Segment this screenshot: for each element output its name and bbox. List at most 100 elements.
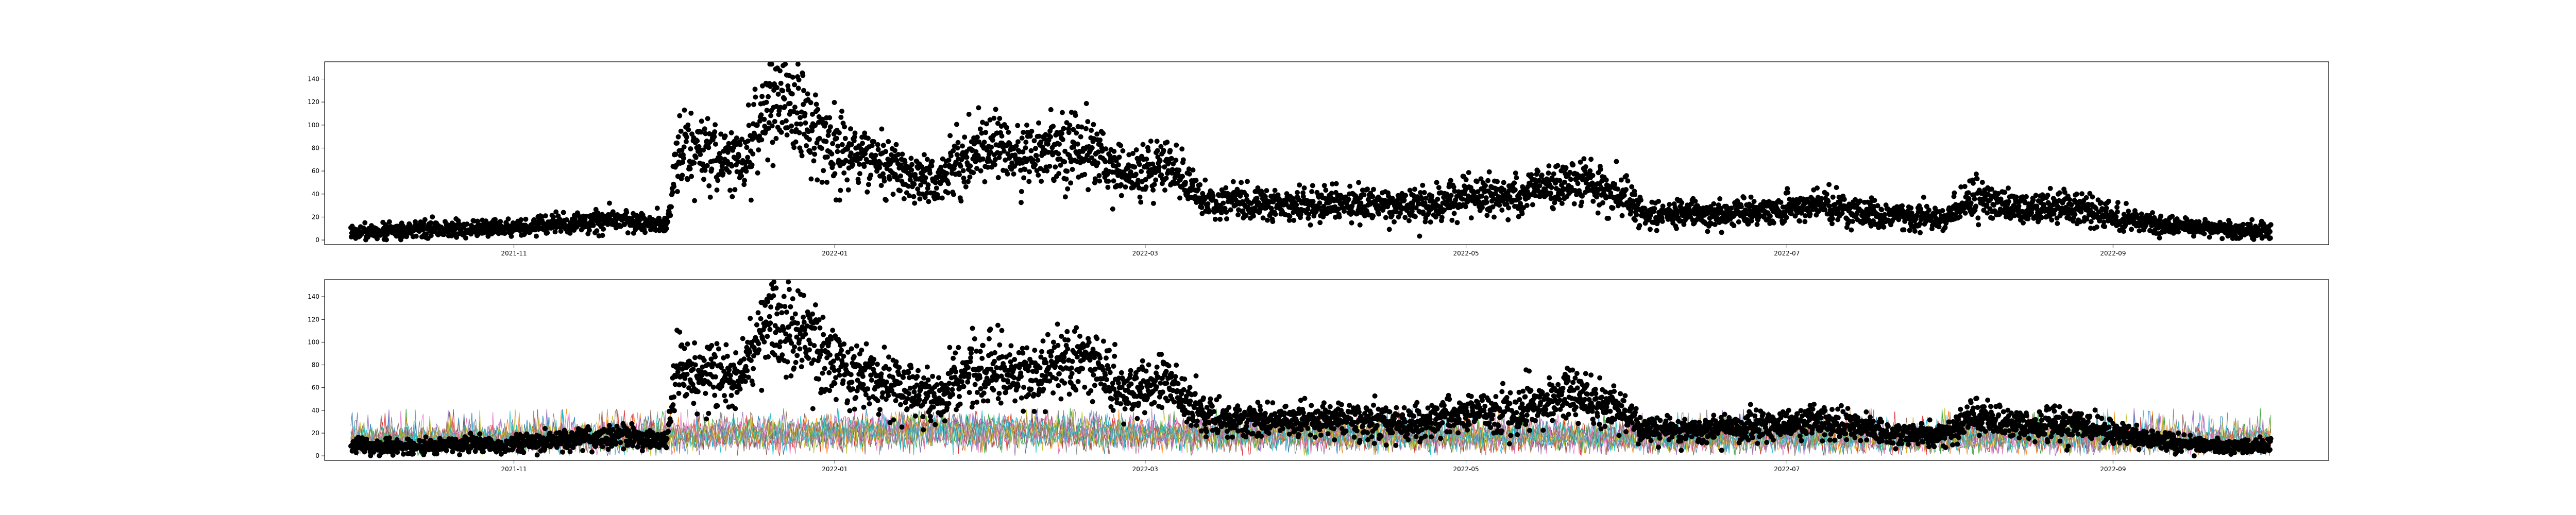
data-point (948, 153, 954, 159)
y-tick-label: 100 (308, 122, 319, 129)
data-point (753, 94, 758, 100)
data-point (2074, 191, 2079, 197)
data-point (1741, 195, 1747, 201)
data-point (917, 196, 923, 202)
data-point (1064, 168, 1070, 174)
data-point (908, 156, 914, 161)
data-point (1563, 165, 1569, 170)
data-point (543, 426, 548, 432)
data-point (745, 154, 751, 160)
data-point (1321, 183, 1327, 188)
data-point (2067, 197, 2073, 202)
data-point (464, 221, 470, 227)
data-point (1974, 176, 1980, 181)
data-point (2098, 200, 2104, 205)
data-point (1717, 196, 1723, 201)
data-point (1180, 157, 1186, 163)
data-point (681, 144, 687, 150)
data-point (1048, 107, 1054, 112)
data-point (564, 217, 569, 222)
data-point (766, 94, 771, 99)
data-point (1139, 168, 1144, 174)
data-point (1590, 198, 1596, 204)
data-point (1179, 146, 1185, 152)
data-point (1480, 204, 1485, 210)
data-point (472, 449, 478, 454)
data-point (839, 142, 845, 147)
data-point (960, 143, 965, 149)
data-point (1483, 195, 1489, 201)
data-point (1019, 188, 1024, 194)
data-point (926, 199, 931, 204)
data-point (2101, 219, 2107, 225)
data-point (1539, 173, 1545, 178)
data-point (1420, 182, 1426, 188)
data-point (691, 160, 697, 166)
data-point (1417, 233, 1422, 239)
data-point (761, 116, 767, 122)
data-point (1629, 184, 1635, 190)
data-point (2207, 234, 2212, 240)
data-point (1056, 171, 1062, 176)
data-point (804, 143, 809, 148)
data-point (701, 177, 706, 182)
data-point (2006, 199, 2011, 204)
data-point (1512, 180, 1517, 186)
data-point (362, 220, 368, 226)
data-point (1524, 202, 1530, 208)
data-point (1103, 159, 1108, 164)
data-point (1317, 220, 1323, 226)
data-point (2030, 197, 2036, 203)
data-point (1849, 227, 1854, 233)
data-point (1712, 221, 1718, 227)
data-point (502, 231, 507, 236)
data-point (879, 126, 885, 132)
data-point (1148, 139, 1154, 144)
data-point (534, 452, 540, 458)
data-point (1091, 122, 1096, 127)
data-point (819, 179, 825, 185)
data-point (838, 114, 844, 120)
data-point (1168, 156, 1174, 161)
data-point (1173, 158, 1179, 163)
data-point (1633, 217, 1638, 223)
data-point (963, 184, 969, 190)
data-point (509, 233, 514, 239)
data-point (1026, 179, 1032, 184)
data-point (1647, 227, 1653, 232)
data-point (1463, 177, 1469, 182)
data-point (1202, 177, 1208, 183)
data-point (1449, 217, 1455, 223)
data-point (2055, 220, 2060, 226)
data-point (1116, 154, 1122, 160)
data-point (992, 162, 997, 167)
data-point (934, 185, 939, 191)
y-tick-label: 60 (312, 167, 319, 175)
data-point (1428, 219, 1433, 225)
data-point (1006, 129, 1011, 135)
data-point (752, 87, 758, 92)
data-point (2088, 219, 2094, 225)
data-point (1068, 180, 1074, 186)
data-point (1115, 162, 1121, 168)
data-point (498, 219, 503, 225)
data-point (759, 137, 765, 143)
data-point (518, 217, 524, 222)
data-point (1197, 182, 1203, 187)
data-point (1448, 178, 1453, 183)
data-point (1972, 196, 1977, 202)
data-point (748, 197, 754, 203)
data-point (845, 187, 851, 193)
data-point (664, 226, 669, 231)
data-point (410, 451, 416, 457)
data-point (2268, 222, 2274, 228)
data-point (1078, 134, 1083, 140)
data-point (1032, 162, 1038, 167)
data-point (2121, 229, 2126, 234)
data-point (1206, 209, 1212, 215)
data-point (1370, 194, 1376, 199)
data-point (1968, 200, 1974, 206)
data-point (802, 111, 808, 116)
data-point (2002, 190, 2008, 195)
data-point (1033, 153, 1039, 159)
